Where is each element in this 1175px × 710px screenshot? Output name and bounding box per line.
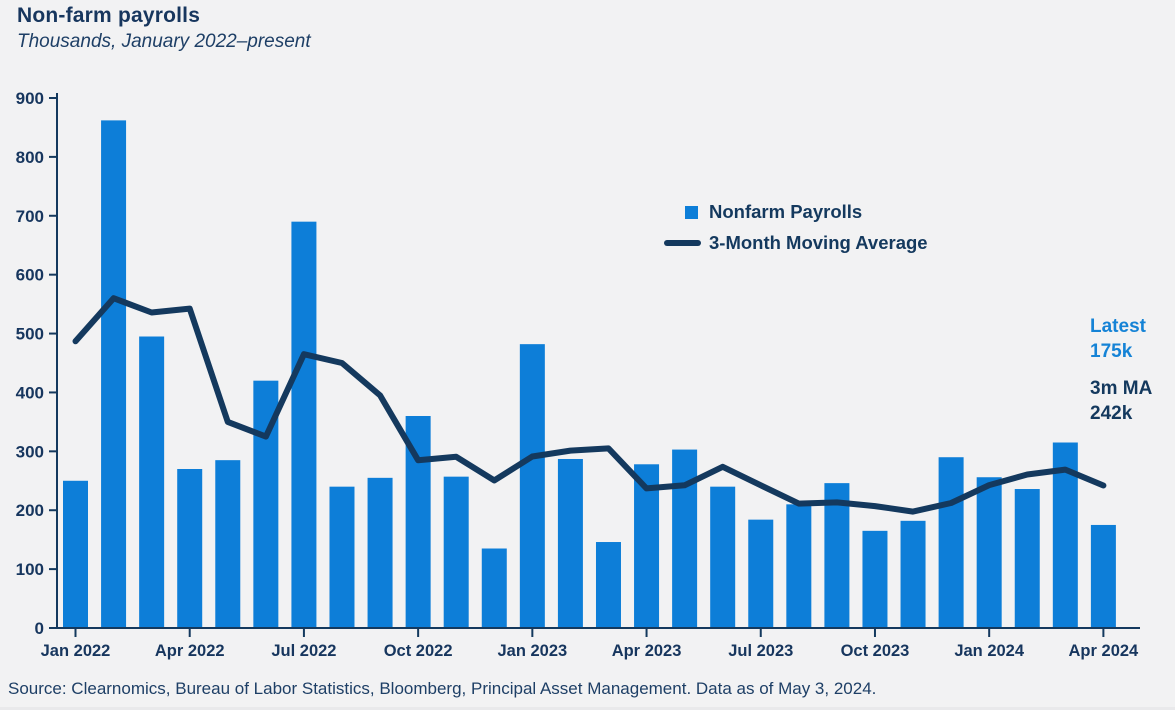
- ma-value: 242k: [1090, 403, 1133, 424]
- bar: [824, 483, 850, 628]
- bar: [672, 449, 698, 628]
- x-tick-label: Jan 2024: [954, 642, 1025, 660]
- bar: [481, 548, 507, 628]
- legend-line-label: 3-Month Moving Average: [709, 232, 928, 253]
- chart-legend: Nonfarm Payrolls 3-Month Moving Average: [664, 199, 928, 261]
- x-tick-label: Apr 2024: [1069, 642, 1140, 660]
- y-tick-label: 400: [16, 383, 44, 402]
- x-tick-label: Oct 2022: [384, 642, 453, 660]
- bar: [634, 464, 660, 628]
- x-tick-label: Apr 2022: [155, 642, 225, 660]
- bar: [1014, 489, 1040, 628]
- bar: [786, 504, 812, 628]
- legend-bars-label: Nonfarm Payrolls: [709, 201, 863, 222]
- bar: [215, 460, 241, 628]
- plot-area: 0 100 200 300 400 500 600 700 800 900 Jan 2022 Apr …: [16, 89, 1140, 660]
- x-tick-label: Apr 2023: [612, 642, 682, 660]
- x-tick-label: Jul 2022: [271, 642, 336, 660]
- bar: [519, 344, 545, 628]
- ma-label: 3m MA: [1090, 378, 1153, 399]
- bar: [595, 542, 621, 628]
- moving-average-annotation: 3m MA 242k: [1090, 376, 1152, 426]
- y-tick-label: 900: [16, 89, 44, 108]
- x-tick-label: Jan 2022: [41, 642, 111, 660]
- bar: [900, 520, 926, 628]
- moving-average-line: [72, 295, 1107, 515]
- bar: [557, 458, 583, 628]
- y-tick-label: 200: [16, 501, 44, 520]
- latest-annotation: Latest 175k: [1090, 314, 1146, 364]
- y-tick-label: 300: [16, 442, 44, 461]
- y-tick-label: 500: [16, 325, 44, 344]
- bar: [291, 221, 317, 628]
- bar: [710, 486, 736, 628]
- bar: [862, 530, 888, 628]
- source-note: Source: Clearnomics, Bureau of Labor Sta…: [8, 679, 877, 698]
- legend-item-bars: Nonfarm Payrolls: [664, 199, 928, 225]
- bar: [367, 477, 393, 628]
- y-tick-label: 0: [35, 619, 44, 638]
- y-tick-label: 700: [16, 207, 44, 226]
- page-subtitle: Thousands, January 2022–present: [17, 31, 311, 52]
- y-tick-label: 800: [16, 148, 44, 167]
- page-title: Non-farm payrolls: [17, 4, 201, 27]
- bar: [938, 457, 964, 628]
- bar: [748, 519, 774, 628]
- bar: [443, 476, 469, 628]
- bar: [63, 480, 88, 628]
- latest-label: Latest: [1090, 316, 1146, 337]
- y-tick-label: 600: [16, 266, 44, 285]
- bar: [1090, 524, 1116, 628]
- y-tick-label: 100: [16, 560, 44, 579]
- line-swatch-icon: [664, 240, 701, 246]
- legend-item-line: 3-Month Moving Average: [664, 230, 928, 256]
- bar: [101, 120, 127, 628]
- x-tick-label: Jan 2023: [497, 642, 567, 660]
- bar: [139, 336, 165, 628]
- x-tick-label: Jul 2023: [728, 642, 793, 660]
- bar: [177, 469, 203, 628]
- x-tick-label: Oct 2023: [841, 642, 910, 660]
- bar: [976, 477, 1002, 628]
- latest-value: 175k: [1090, 341, 1133, 362]
- bar: [329, 486, 355, 628]
- bottom-divider: [0, 707, 1175, 710]
- bar-swatch-icon: [685, 205, 698, 219]
